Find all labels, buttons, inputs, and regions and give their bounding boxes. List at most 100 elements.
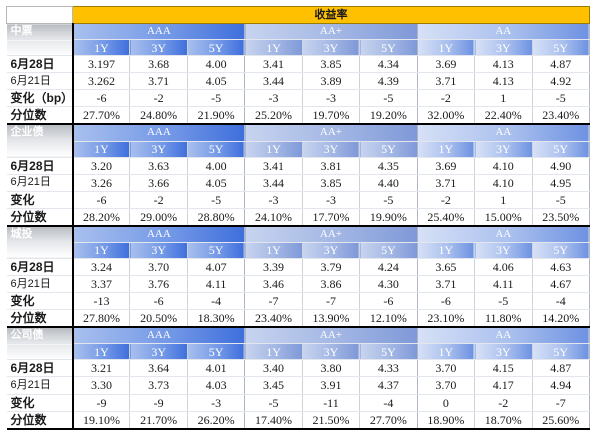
table-cell: 27.70% — [72, 106, 131, 126]
table-cell: 3.24 — [72, 258, 131, 277]
table-row: 变化（bp） -6 -2 -5 -3 -3 -5 -2 1 -5 — [6, 89, 590, 108]
tenor-header: 1Y — [244, 343, 303, 361]
table-cell: 4.11 — [187, 275, 246, 294]
tenor-header: 3Y — [129, 39, 188, 57]
table-cell: 19.70% — [302, 106, 361, 126]
table-cell: -7 — [532, 394, 590, 412]
table-cell: -4 — [532, 292, 590, 311]
table-cell: 26.20% — [187, 411, 246, 430]
table-cell: 3.91 — [302, 376, 361, 395]
table-cell: 21.90% — [187, 106, 246, 126]
table-row: 分位数 19.10% 21.70% 26.20% 17.40% 21.50% 27.70% 1… — [6, 411, 590, 430]
table-cell: 3.81 — [302, 157, 361, 175]
table-cell: -2 — [129, 89, 188, 108]
tenor-header: 5Y — [187, 39, 246, 57]
table-row: 变化 -9 -9 -3 -5 -11 -4 0 -2 -7 — [6, 394, 590, 412]
table-cell: 25.40% — [417, 208, 476, 227]
table-cell: -5 — [532, 191, 590, 209]
table-cell: 4.40 — [359, 174, 418, 192]
row-label: 分位数 — [6, 208, 74, 227]
table-cell: 28.20% — [72, 208, 131, 227]
tenor-header: 1Y — [72, 141, 131, 158]
table-cell: 3.73 — [129, 376, 188, 395]
tenor-header: 3Y — [129, 141, 188, 158]
table-cell: 4.92 — [532, 72, 590, 91]
table-row: 分位数 27.80% 20.50% 18.30% 23.40% 13.90% 12.10% 2… — [6, 309, 590, 329]
table-cell: 20.50% — [129, 309, 188, 329]
tenor-header: 5Y — [532, 242, 590, 259]
group-aa-plus-header: AA+ — [244, 327, 418, 345]
table-cell: 1 — [474, 89, 533, 108]
table-cell: -6 — [359, 292, 418, 311]
section-rating-row: 公司债 AAA AA+ AA — [6, 327, 591, 345]
table-row: 6月21日 3.30 3.73 4.03 3.45 3.91 4.37 3.70 4.17 4.9… — [6, 376, 590, 395]
table-cell: -2 — [417, 89, 476, 108]
row-label: 6月21日 — [6, 275, 74, 294]
row-label: 6月28日 — [6, 359, 74, 378]
table-cell: 4.10 — [474, 157, 533, 175]
tenor-header: 3Y — [474, 242, 533, 259]
tenor-header: 1Y — [72, 39, 131, 57]
table-cell: 4.39 — [359, 72, 418, 91]
table-cell: -9 — [72, 394, 131, 412]
group-aa-header: AA — [417, 124, 591, 142]
section-name: 公司债 — [6, 327, 74, 345]
tenor-header: 3Y — [302, 242, 361, 259]
table-cell: 4.63 — [532, 258, 590, 277]
tenor-header: 3Y — [474, 343, 533, 361]
section-name-spacer — [6, 39, 74, 57]
table-cell: 3.68 — [129, 55, 188, 74]
table-cell: 23.10% — [417, 309, 476, 329]
table-cell: 3.70 — [417, 376, 476, 395]
table-cell: 3.65 — [417, 258, 476, 277]
table-title: 收益率 — [72, 5, 590, 25]
table-cell: -6 — [72, 191, 131, 209]
table-cell: 24.80% — [129, 106, 188, 126]
tenor-header: 3Y — [302, 141, 361, 158]
table-cell: 3.85 — [302, 174, 361, 192]
tenor-header: 1Y — [417, 242, 476, 259]
row-label: 变化（bp） — [6, 89, 74, 108]
table-cell: 3.26 — [72, 174, 131, 192]
table-cell: -6 — [129, 292, 188, 311]
table-cell: 4.15 — [474, 359, 533, 378]
row-label: 6月21日 — [6, 72, 74, 91]
section-name: 城投 — [6, 225, 74, 243]
table-cell: 28.80% — [187, 208, 246, 227]
row-label: 分位数 — [6, 309, 74, 329]
table-cell: 4.10 — [474, 174, 533, 192]
table-cell: 4.24 — [359, 258, 418, 277]
row-label: 6月21日 — [6, 174, 74, 192]
table-row: 变化 -13 -6 -4 -7 -7 -6 -6 -5 -4 — [6, 292, 590, 311]
table-cell: 3.45 — [244, 376, 303, 395]
table-cell: 4.05 — [187, 72, 246, 91]
table-cell: 32.00% — [417, 106, 476, 126]
table-cell: 4.90 — [532, 157, 590, 175]
tenor-header: 1Y — [244, 242, 303, 259]
table-cell: -4 — [187, 292, 246, 311]
table-cell: 4.35 — [359, 157, 418, 175]
tenor-header: 5Y — [532, 141, 590, 158]
table-cell: 3.69 — [417, 157, 476, 175]
tenor-header: 1Y — [417, 343, 476, 361]
table-cell: 4.06 — [474, 258, 533, 277]
section-name-spacer — [6, 141, 74, 158]
section-tenor-row: 1Y 3Y 5Y 1Y 3Y 5Y 1Y 3Y 5Y — [6, 39, 590, 57]
table-cell: 27.80% — [72, 309, 131, 329]
table-cell: 1 — [474, 191, 533, 209]
table-cell: 3.66 — [129, 174, 188, 192]
table-cell: 4.87 — [532, 359, 590, 378]
tenor-header: 3Y — [129, 242, 188, 259]
table-cell: 3.71 — [417, 174, 476, 192]
table-row: 6月28日 3.197 3.68 4.00 3.41 3.85 4.34 3.69 4.13 4.… — [6, 55, 590, 74]
row-label: 6月28日 — [6, 258, 74, 277]
tenor-header: 1Y — [72, 242, 131, 259]
table-cell: 23.40% — [532, 106, 590, 126]
table-cell: -13 — [72, 292, 131, 311]
table-cell: 4.37 — [359, 376, 418, 395]
table-cell: 3.40 — [244, 359, 303, 378]
table-cell: -9 — [129, 394, 188, 412]
row-label: 变化 — [6, 191, 74, 209]
table-cell: 3.85 — [302, 55, 361, 74]
group-aa-header: AA — [417, 23, 591, 41]
